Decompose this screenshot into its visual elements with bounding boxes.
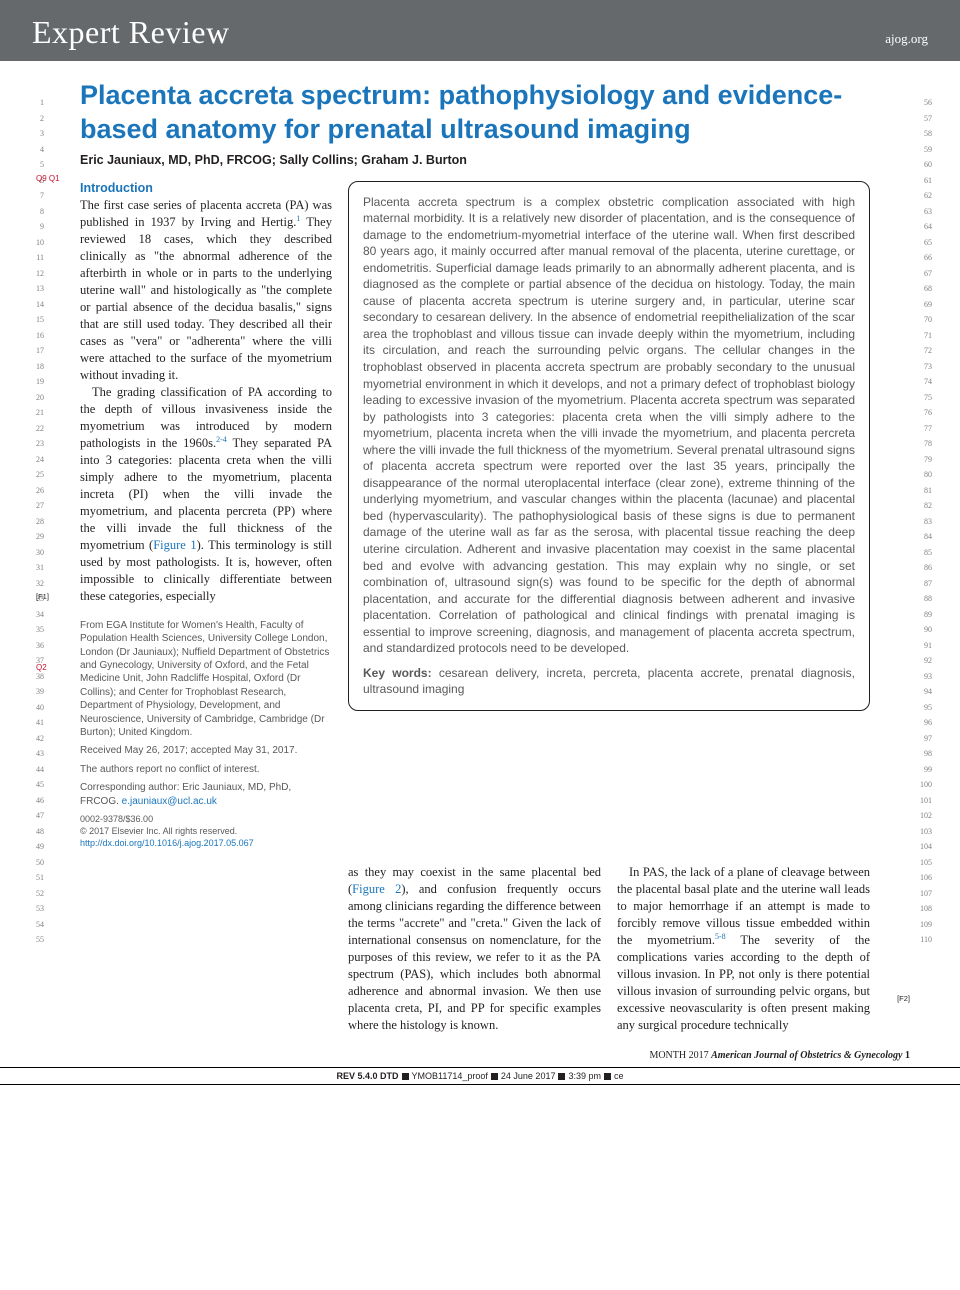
proof-time: 3:39 pm bbox=[568, 1071, 601, 1081]
f2-marker: [F2] bbox=[897, 994, 910, 1003]
lower-ref58[interactable]: 5-8 bbox=[715, 932, 726, 941]
intro-p2b: They separated PA into 3 categories: pla… bbox=[80, 436, 332, 552]
doi-link[interactable]: http://dx.doi.org/10.1016/j.ajog.2017.05… bbox=[80, 838, 254, 848]
lower-col2: In PAS, the lack of a plane of cleavage … bbox=[617, 864, 870, 1034]
copyright: © 2017 Elsevier Inc. All rights reserved… bbox=[80, 826, 237, 836]
intro-p1b: They reviewed 18 cases, which they descr… bbox=[80, 215, 332, 382]
lower-col1: as they may coexist in the same placenta… bbox=[348, 864, 601, 1034]
square-icon bbox=[402, 1073, 409, 1080]
affil-conflict: The authors report no conflict of intere… bbox=[80, 763, 332, 776]
line-numbers-right: 5657585960616263646566676869707172737475… bbox=[914, 95, 932, 948]
journal-name: American Journal of Obstetrics & Gynecol… bbox=[711, 1050, 902, 1061]
square-icon bbox=[604, 1073, 611, 1080]
keywords-label: Key words: bbox=[363, 666, 439, 680]
abstract-body: Placenta accreta spectrum is a complex o… bbox=[363, 194, 855, 657]
page-number: 1 bbox=[903, 1050, 911, 1061]
authors: Eric Jauniaux, MD, PhD, FRCOG; Sally Col… bbox=[80, 153, 870, 167]
query-marks-q9q1: Q9 Q1 bbox=[36, 174, 60, 183]
intro-heading: Introduction bbox=[80, 181, 332, 195]
left-column: Introduction The first case series of pl… bbox=[80, 181, 332, 855]
proof-id: YMOB11714_proof bbox=[412, 1071, 488, 1081]
proof-bar: REV 5.4.0 DTD YMOB11714_proof 24 June 2017… bbox=[0, 1067, 960, 1085]
square-icon bbox=[491, 1073, 498, 1080]
proof-ce: ce bbox=[614, 1071, 624, 1081]
footer-month: MONTH 2017 bbox=[649, 1050, 711, 1061]
issn: 0002-9378/$36.00 bbox=[80, 814, 153, 824]
proof-date: 24 June 2017 bbox=[501, 1071, 556, 1081]
lower-c1b: ), and confusion frequently occurs among… bbox=[348, 882, 601, 1032]
header-bar: Expert Review ajog.org bbox=[0, 0, 960, 61]
article-title: Placenta accreta spectrum: pathophysiolo… bbox=[80, 79, 870, 147]
square-icon bbox=[558, 1073, 565, 1080]
affil-received: Received May 26, 2017; accepted May 31, … bbox=[80, 744, 332, 757]
affiliations: From EGA Institute for Women's Health, F… bbox=[80, 619, 332, 849]
affil-from: From EGA Institute for Women's Health, F… bbox=[80, 619, 332, 740]
intro-ref24[interactable]: 2-4 bbox=[216, 435, 227, 444]
site-url: ajog.org bbox=[885, 31, 928, 47]
rev: REV 5.4.0 DTD bbox=[336, 1071, 398, 1081]
intro-p1a: The first case series of placenta accret… bbox=[80, 198, 332, 229]
intro-body: The first case series of placenta accret… bbox=[80, 197, 332, 605]
lower-c2b: The severity of the complications varies… bbox=[617, 933, 870, 1032]
line-numbers-left: 1234567891011121314151617181920212223242… bbox=[26, 95, 44, 948]
figure2-link[interactable]: Figure 2 bbox=[352, 882, 401, 896]
abstract-box: Placenta accreta spectrum is a complex o… bbox=[348, 181, 870, 711]
q2-marker: Q2 bbox=[36, 663, 47, 672]
figure1-link[interactable]: Figure 1 bbox=[153, 538, 196, 552]
f1-marker: [F1] bbox=[36, 592, 49, 601]
corresponding-email[interactable]: e.jauniaux@ucl.ac.uk bbox=[122, 796, 217, 807]
section-name: Expert Review bbox=[32, 14, 230, 51]
footer-line: MONTH 2017 American Journal of Obstetric… bbox=[0, 1050, 960, 1061]
